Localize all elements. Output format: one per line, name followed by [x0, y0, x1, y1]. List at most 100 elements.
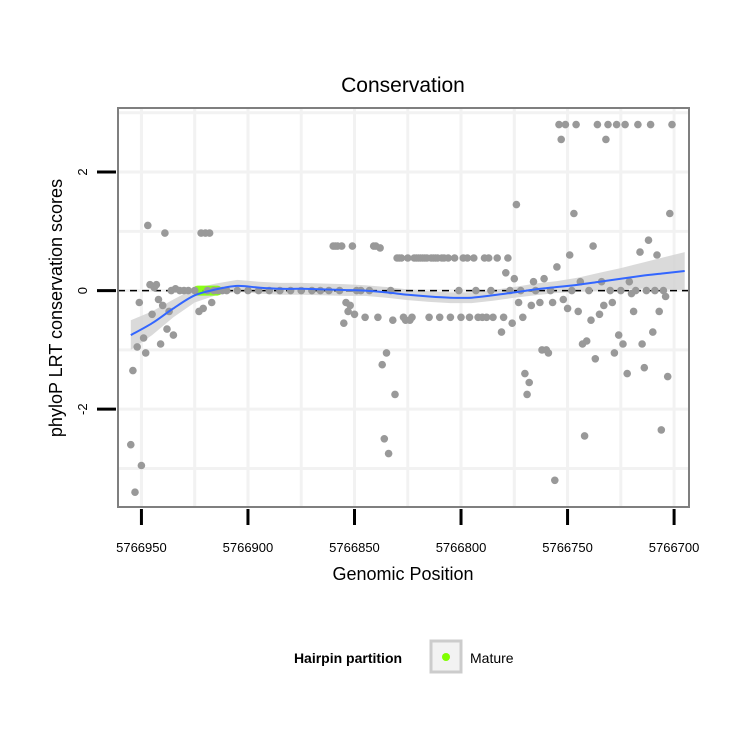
data-point [144, 221, 152, 230]
data-point [502, 269, 510, 277]
data-point [668, 120, 676, 129]
data-point [634, 120, 642, 129]
data-point [568, 286, 576, 295]
data-point [382, 349, 391, 357]
smooth-curve [130, 270, 685, 336]
data-point [589, 242, 597, 250]
x-tick-label: 5766950 [116, 540, 167, 555]
data-point [161, 229, 169, 237]
legend: Hairpin partition Mature [294, 639, 514, 674]
data-point [646, 120, 655, 129]
data-point [561, 120, 570, 129]
legend-title: Hairpin partition [294, 650, 402, 666]
data-point [391, 390, 399, 399]
data-point [655, 307, 663, 316]
data-point [425, 313, 433, 322]
data-point [137, 461, 146, 470]
data-point [619, 340, 627, 348]
data-point [548, 298, 557, 307]
data-point [152, 280, 161, 289]
x-tick-label: 5766750 [542, 540, 593, 555]
data-point [169, 331, 178, 339]
data-point [510, 274, 519, 283]
y-tick-label: 2 [75, 168, 90, 175]
x-tick-label: 5766800 [436, 540, 487, 555]
data-point [489, 313, 497, 322]
data-point [499, 313, 508, 322]
data-point [551, 476, 559, 485]
data-point [559, 295, 568, 304]
data-point [374, 313, 382, 322]
data-point [642, 286, 651, 295]
data-point [487, 286, 495, 295]
smooth-line [130, 270, 685, 336]
data-point [529, 277, 538, 286]
data-point [205, 229, 214, 237]
data-point [404, 254, 412, 262]
data-point [565, 251, 574, 259]
data-point [638, 340, 646, 348]
data-point [585, 286, 593, 295]
data-point [572, 120, 580, 129]
data-point [540, 274, 548, 283]
data-point [593, 120, 602, 129]
data-point [610, 349, 619, 357]
data-point [190, 286, 199, 295]
x-tick-label: 5766700 [649, 540, 700, 555]
data-point [378, 360, 387, 369]
data-point [512, 200, 521, 209]
legend-key-mature [442, 653, 450, 661]
data-point [344, 307, 352, 316]
data-point [631, 286, 640, 295]
data-point [555, 120, 563, 129]
data-point [591, 355, 600, 363]
data-point [649, 328, 657, 336]
data-point [457, 313, 465, 322]
data-point [623, 369, 631, 378]
data-point [397, 254, 406, 262]
data-point [614, 331, 623, 339]
data-point [602, 135, 610, 144]
data-point [587, 316, 595, 325]
data-point [316, 286, 325, 295]
plot-panel [118, 108, 689, 507]
data-point [657, 426, 666, 434]
data-point [636, 248, 644, 256]
data-point [346, 301, 355, 310]
x-axis: 5766950 5766900 5766850 5766800 5766750 57667… [116, 509, 699, 555]
data-point [156, 340, 165, 348]
data-point [384, 449, 393, 458]
data-point [508, 319, 516, 328]
data-point [629, 307, 638, 316]
data-point [376, 244, 384, 252]
data-point [184, 286, 193, 295]
data-point [207, 298, 216, 307]
data-point [563, 304, 572, 313]
data-point [595, 310, 604, 319]
data-point [340, 319, 348, 328]
data-point [361, 313, 369, 322]
data-point [158, 301, 167, 310]
data-point [604, 120, 612, 129]
chart-title: Conservation [341, 74, 465, 97]
data-point [580, 432, 589, 440]
data-point [148, 310, 156, 319]
data-point [653, 251, 661, 259]
data-point [199, 304, 207, 313]
legend-label-mature: Mature [470, 650, 514, 666]
y-tick-label: 0 [75, 287, 90, 294]
data-point [519, 313, 527, 322]
data-point [621, 120, 629, 129]
data-point [570, 209, 578, 218]
panel-border-rect [117, 107, 690, 508]
data-points [127, 120, 676, 497]
x-tick-label: 5766900 [223, 540, 274, 555]
panel-background [118, 108, 689, 507]
data-point [127, 440, 135, 449]
data-point [455, 286, 463, 295]
panel-border [117, 107, 690, 508]
data-point [640, 363, 649, 372]
data-point [380, 435, 389, 443]
data-point [337, 242, 346, 250]
